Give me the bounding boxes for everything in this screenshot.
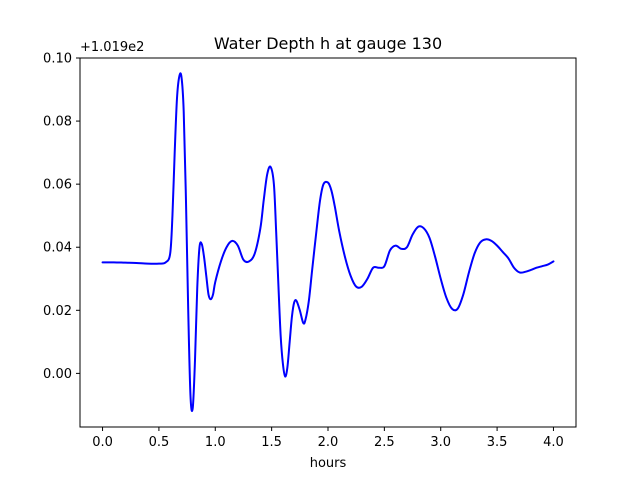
y-axis-ticks: 0.00 0.02 0.04 0.06 0.08 0.10 — [43, 52, 80, 382]
x-tick-label: 1.0 — [205, 435, 226, 450]
x-tick-label: 3.5 — [487, 435, 508, 450]
y-tick-label: 0.08 — [43, 115, 72, 130]
y-tick-label: 0.10 — [43, 52, 72, 67]
x-tick-label: 0.5 — [149, 435, 170, 450]
water-depth-series-line — [101, 72, 555, 412]
chart-title: Water Depth h at gauge 130 — [214, 34, 442, 53]
x-tick-label: 2.0 — [318, 435, 339, 450]
plot-frame — [79, 57, 577, 428]
y-tick-label: 0.02 — [43, 304, 72, 319]
x-axis-ticks: 0.0 0.5 1.0 1.5 2.0 2.5 3.0 3.5 4.0 — [92, 427, 564, 450]
y-tick-label: 0.06 — [43, 178, 72, 193]
x-tick-label: 4.0 — [543, 435, 564, 450]
y-axis-offset-label: +1.019e2 — [80, 40, 144, 55]
x-tick-label: 1.5 — [261, 435, 282, 450]
x-tick-label: 2.5 — [374, 435, 395, 450]
y-tick-label: 0.04 — [43, 241, 72, 256]
x-axis-label: hours — [310, 456, 347, 471]
y-tick-label: 0.00 — [43, 367, 72, 382]
plot-area — [80, 58, 576, 427]
x-tick-label: 3.0 — [430, 435, 451, 450]
x-tick-label: 0.0 — [92, 435, 113, 450]
